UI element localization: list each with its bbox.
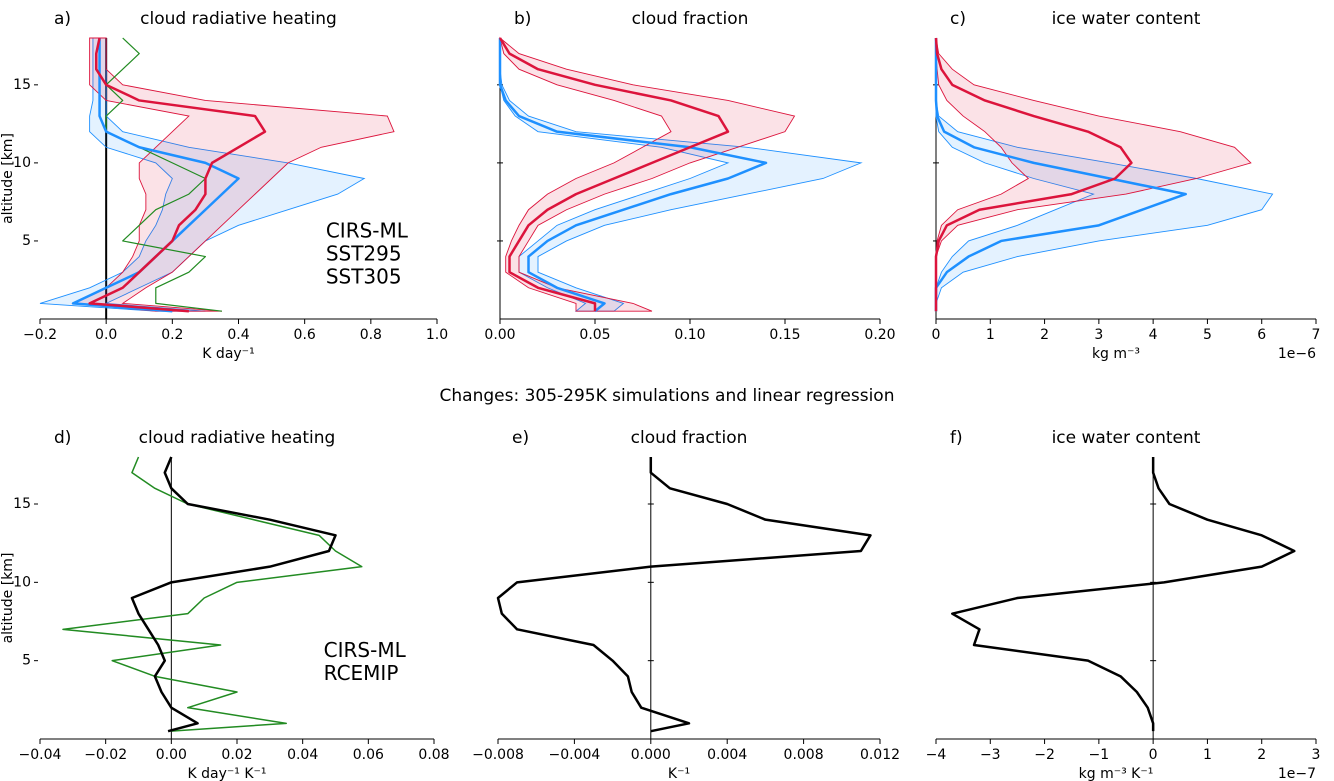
spread-band [499, 36, 796, 312]
x-tick-label: 0.008 [784, 747, 824, 763]
x-tick-label: −0.004 [548, 747, 600, 763]
x-tick-label: −0.02 [84, 747, 127, 763]
x-tick-label: 1 [1203, 747, 1212, 763]
y-tick-label: 15 [13, 77, 31, 93]
x-tick-label: 0.08 [418, 747, 449, 763]
x-tick-label: 0.0 [95, 327, 117, 343]
offset-text: 1e−7 [1278, 766, 1316, 781]
x-tick-label: 6 [1257, 327, 1266, 343]
x-tick-label: 0.000 [631, 747, 671, 763]
panel-label: c) [950, 9, 966, 29]
x-tick-label: 0.6 [294, 327, 316, 343]
x-tick-label: 2 [1257, 747, 1266, 763]
profile-line [498, 37, 730, 312]
x-tick-label: 0.02 [221, 747, 252, 763]
panel-label: f) [950, 428, 963, 448]
panel-title: cloud fraction [631, 428, 748, 448]
profile-line [934, 38, 1187, 312]
x-tick-label: 5 [1203, 327, 1212, 343]
legend-entry: SST295 [326, 241, 402, 265]
y-tick-label: 15 [13, 496, 31, 512]
y-tick-label: 10 [13, 574, 31, 590]
x-tick-label: 0.004 [707, 747, 747, 763]
panel-title: cloud radiative heating [139, 428, 336, 448]
panel-label: d) [54, 428, 71, 448]
x-tick-label: 0.00 [484, 327, 515, 343]
x-tick-label: 0.04 [287, 747, 318, 763]
profile-line [498, 38, 768, 313]
x-axis-label: kg m⁻³ [1092, 346, 1140, 362]
panel-label: e) [512, 428, 529, 448]
spread-band [935, 38, 1274, 312]
panel-title: ice water content [1052, 428, 1201, 448]
x-tick-label: −0.2 [23, 327, 57, 343]
x-tick-label: 0.10 [674, 327, 705, 343]
y-axis-label: altitude [km] [0, 553, 16, 644]
x-tick-label: 1 [986, 327, 995, 343]
x-tick-label: 1.0 [426, 327, 448, 343]
y-tick-label: 10 [13, 155, 31, 171]
x-tick-label: −4 [926, 747, 947, 763]
x-tick-label: −0.04 [19, 747, 62, 763]
panel-title: ice water content [1052, 9, 1201, 29]
panel-label: a) [54, 9, 71, 29]
x-tick-label: 4 [1149, 327, 1158, 343]
x-axis-label: K⁻¹ [668, 766, 690, 781]
x-tick-label: 3 [1312, 747, 1321, 763]
panel-label: b) [514, 9, 531, 29]
x-tick-label: 0.05 [579, 327, 610, 343]
profile-line [934, 37, 1133, 312]
x-tick-label: −2 [1034, 747, 1055, 763]
legend-entry: CIRS-ML [326, 218, 409, 242]
x-tick-label: 0 [1149, 747, 1158, 763]
x-axis-label: K day⁻¹ K⁻¹ [187, 766, 266, 781]
x-tick-label: 0.06 [353, 747, 384, 763]
x-tick-label: 0.15 [769, 327, 800, 343]
legend-entry: CIRS-ML [324, 638, 407, 662]
legend-entry: RCEMIP [324, 661, 399, 685]
panel-title: cloud radiative heating [140, 9, 337, 29]
x-tick-label: −3 [980, 747, 1001, 763]
spread-band [71, 37, 395, 312]
offset-text: 1e−6 [1278, 346, 1316, 362]
x-axis-label: K day⁻¹ [202, 346, 254, 362]
profile-line [951, 457, 1296, 732]
x-tick-label: 0.00 [156, 747, 187, 763]
y-tick-label: 5 [22, 233, 31, 249]
x-tick-label: 2 [1040, 327, 1049, 343]
profile-line [496, 457, 872, 733]
y-axis-label: altitude [km] [0, 133, 16, 224]
legend-entry: SST305 [326, 264, 402, 288]
x-axis-label: kg m⁻³ K⁻¹ [1079, 766, 1154, 781]
x-tick-label: 0.4 [227, 327, 249, 343]
x-tick-label: 0 [932, 327, 941, 343]
x-tick-label: 0.2 [161, 327, 183, 343]
section-heading: Changes: 305-295K simulations and linear… [440, 386, 895, 406]
x-tick-label: 0.012 [860, 747, 900, 763]
profile-line [88, 37, 267, 313]
panel-title: cloud fraction [632, 9, 749, 29]
x-tick-label: 0.8 [360, 327, 382, 343]
x-tick-label: −0.008 [472, 747, 524, 763]
x-tick-label: 7 [1312, 327, 1321, 343]
profile-line [130, 456, 337, 733]
y-tick-label: 5 [22, 653, 31, 669]
x-tick-label: 3 [1094, 327, 1103, 343]
profile-line [62, 456, 363, 732]
x-tick-label: 0.20 [864, 327, 895, 343]
x-tick-label: −1 [1089, 747, 1110, 763]
